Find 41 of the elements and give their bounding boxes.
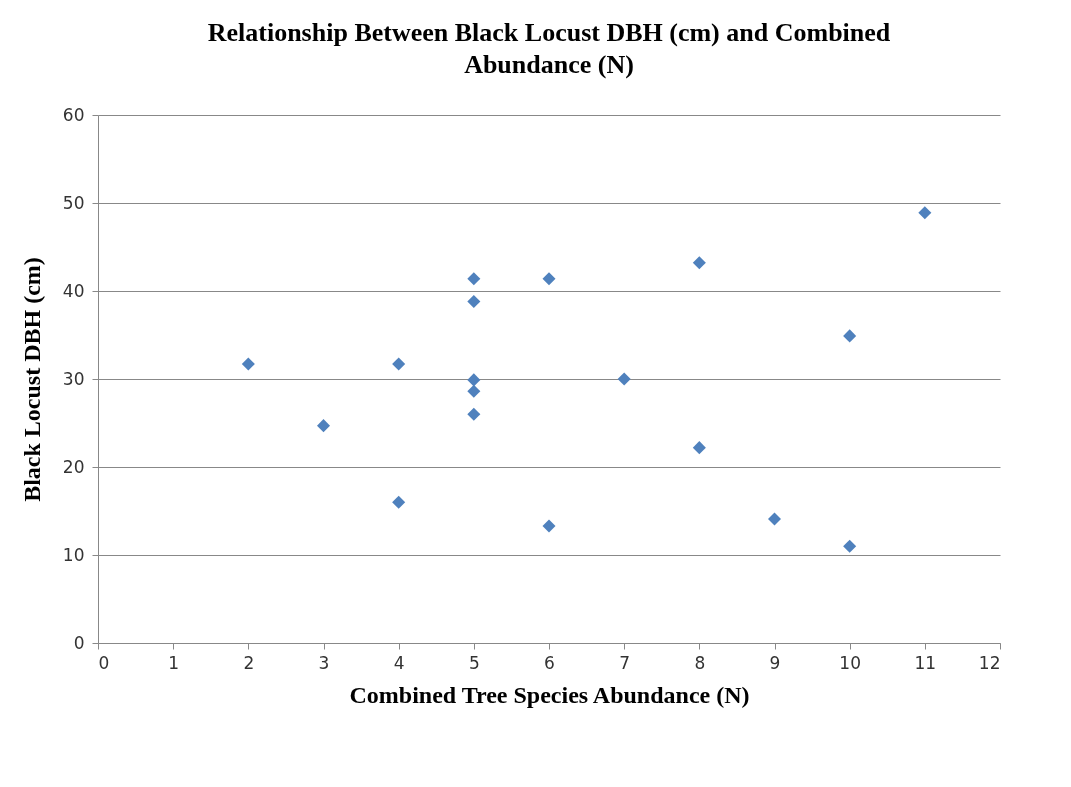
point — [392, 495, 406, 509]
x-tick-label: 0 — [98, 652, 110, 673]
x-tick-label: 11 — [914, 652, 937, 673]
point — [692, 441, 706, 455]
x-axis-title: Combined Tree Species Abundance (N) — [349, 681, 750, 708]
y-tick-label: 20 — [62, 456, 85, 477]
x-tick-label: 6 — [544, 652, 555, 673]
point — [843, 539, 857, 553]
x-tick-label: 7 — [619, 652, 631, 673]
x-tick-label: 4 — [393, 652, 405, 673]
x-tick-label: 9 — [769, 652, 781, 673]
point — [767, 512, 782, 526]
point — [843, 329, 857, 343]
point — [467, 384, 481, 398]
point — [542, 519, 556, 533]
x-tick-label: 12 — [978, 652, 1001, 673]
y-tick-label: 30 — [62, 368, 85, 389]
point — [467, 272, 481, 286]
point — [692, 256, 706, 270]
point — [467, 295, 481, 309]
x-tick-label: 3 — [318, 652, 330, 673]
point — [467, 407, 481, 421]
y-tick-label: 60 — [62, 104, 85, 125]
x-tick-label: 1 — [168, 652, 180, 673]
chart-title: Relationship Between Black Locust DBH (cm) and Combined Abundance (N) — [207, 18, 891, 79]
point — [542, 272, 556, 286]
x-tick-label: 10 — [839, 652, 861, 673]
x-tick-label: 5 — [468, 652, 480, 673]
point — [392, 357, 406, 371]
point — [467, 373, 481, 387]
point — [918, 206, 932, 220]
y-tick-label: 0 — [73, 632, 85, 653]
y-tick-label: 10 — [62, 544, 85, 565]
y-axis-title: Black Locust DBH (cm) — [18, 257, 45, 502]
point — [617, 372, 631, 386]
x-tick-label: 8 — [694, 652, 706, 673]
point — [316, 419, 331, 433]
y-tick-label: 50 — [62, 192, 85, 213]
x-tick-label: 2 — [243, 652, 255, 673]
point — [241, 357, 255, 371]
y-tick-label: 40 — [62, 280, 85, 301]
